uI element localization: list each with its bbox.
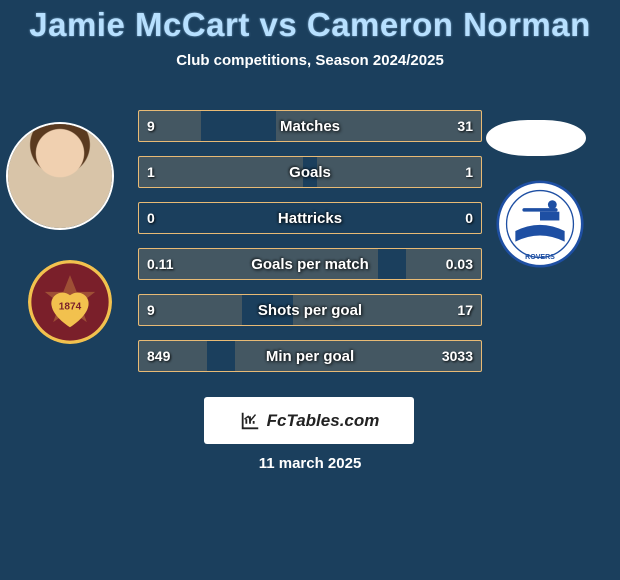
stat-value-left: 0.11 xyxy=(147,249,173,279)
stat-value-left: 9 xyxy=(147,111,155,141)
stat-value-right: 3033 xyxy=(442,341,473,371)
stat-label: Goals per match xyxy=(139,249,481,279)
svg-text:ROVERS: ROVERS xyxy=(525,254,555,261)
stat-row: Goals per match0.11 0.03 xyxy=(138,248,482,280)
player1-photo xyxy=(6,122,114,230)
page-title: Jamie McCart vs Cameron Norman xyxy=(0,0,620,44)
subtitle: Club competitions, Season 2024/2025 xyxy=(0,52,620,69)
stat-label: Shots per goal xyxy=(139,295,481,325)
stat-value-right: 17 xyxy=(457,295,473,325)
stat-label: Hattricks xyxy=(139,203,481,233)
player2-crest: ROVERS xyxy=(496,180,584,268)
source-badge: FcTables.com xyxy=(204,397,414,444)
stat-row: Shots per goal9 17 xyxy=(138,294,482,326)
source-name: FcTables.com xyxy=(267,411,380,431)
stat-row: Hattricks0 0 xyxy=(138,202,482,234)
stat-label: Matches xyxy=(139,111,481,141)
stat-value-left: 9 xyxy=(147,295,155,325)
svg-text:1874: 1874 xyxy=(59,302,82,313)
stat-row: Matches9 31 xyxy=(138,110,482,142)
comparison-chart: Matches931Goals11Hattricks00Goals per ma… xyxy=(138,110,482,386)
stat-row: Min per goal849 3033 xyxy=(138,340,482,372)
stat-value-right: 0 xyxy=(465,203,473,233)
player2-photo xyxy=(486,120,586,156)
stat-value-right: 31 xyxy=(457,111,473,141)
stat-label: Goals xyxy=(139,157,481,187)
stat-value-right: 1 xyxy=(465,157,473,187)
chart-icon xyxy=(239,410,261,432)
stat-value-left: 849 xyxy=(147,341,170,371)
date: 11 march 2025 xyxy=(0,455,620,472)
stat-value-left: 1 xyxy=(147,157,155,187)
player1-crest: 1874 xyxy=(28,260,112,344)
stat-value-left: 0 xyxy=(147,203,155,233)
stat-row: Goals1 1 xyxy=(138,156,482,188)
stat-value-right: 0.03 xyxy=(446,249,473,279)
stat-label: Min per goal xyxy=(139,341,481,371)
